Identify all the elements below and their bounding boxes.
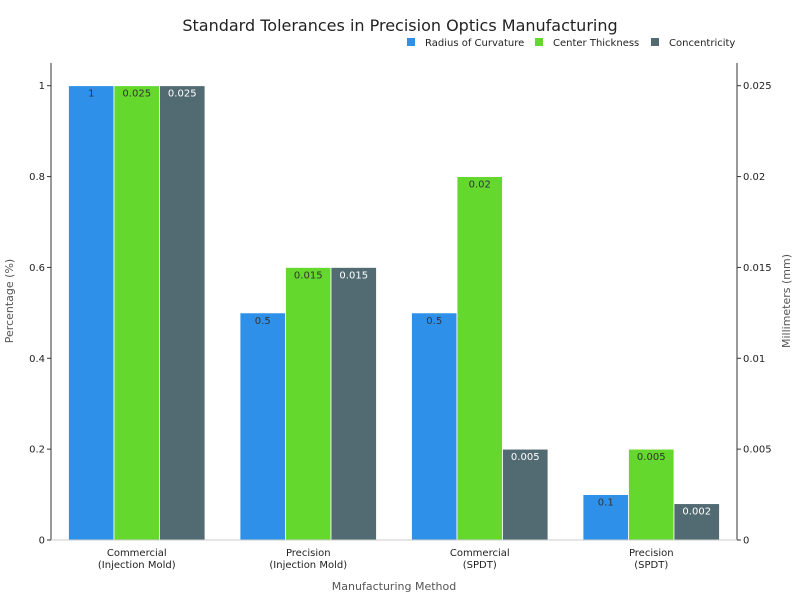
y-axis-left-label: Percentage (%): [3, 259, 16, 343]
legend-label: Center Thickness: [553, 38, 639, 49]
bars-group: 1 0.025 0.025 0.5 0.015 0.015 0.5 0.02 0.005 0.1 0…: [68, 85, 720, 541]
y-left-tick-label: 0.2: [29, 445, 45, 456]
bar: [285, 267, 332, 541]
bar-value-label: 0.025: [122, 89, 151, 100]
legend-label: Radius of Curvature: [425, 38, 524, 49]
legend-swatch: [535, 38, 543, 46]
bar-value-label: 0.025: [168, 89, 197, 100]
bar-value-label: 0.5: [426, 316, 442, 327]
bar: [628, 448, 675, 541]
y-left-tick-label: 0: [39, 536, 45, 547]
bar-value-label: 0.02: [469, 180, 491, 191]
bar-value-label: 0.015: [339, 270, 368, 281]
y-axis-right-label: Millimeters (mm): [780, 254, 793, 348]
bar-value-label: 0.005: [511, 452, 540, 463]
x-tick-label: Precision (SPDT): [629, 548, 674, 571]
bar: [502, 448, 549, 541]
bar-value-label: 0.005: [637, 452, 666, 463]
x-tick-label: Commercial (Injection Mold): [98, 548, 176, 571]
bar: [113, 85, 160, 541]
legend-label: Concentricity: [669, 38, 735, 49]
bar: [239, 312, 286, 541]
y-left-tick-label: 1: [39, 81, 45, 92]
bar: [330, 267, 377, 541]
chart-title: Standard Tolerances in Precision Optics …: [182, 16, 617, 35]
legend-swatch: [407, 38, 415, 46]
bar-value-label: 0.1: [598, 498, 614, 509]
y-right-tick-label: 0: [743, 536, 749, 547]
x-tick-label: Precision (Injection Mold): [269, 548, 347, 571]
bar-value-label: 0.015: [294, 270, 323, 281]
bar: [582, 494, 629, 541]
bar-value-label: 0.5: [255, 316, 271, 327]
x-tick-label: Commercial (SPDT): [450, 548, 510, 571]
bar-value-label: 0.002: [682, 507, 711, 518]
legend: Radius of Curvature Center Thickness Conce…: [407, 38, 735, 49]
y-right-tick-label: 0.015: [743, 263, 772, 274]
axes-group: 0 0.2 0.4 0.6 0.8 1 0 0.005 0.01 0.015 0.02 0.025 Co…: [29, 63, 772, 571]
y-right-tick-label: 0.005: [743, 445, 772, 456]
bar: [159, 85, 206, 541]
bar: [673, 503, 720, 541]
y-left-tick-label: 0.6: [29, 263, 45, 274]
y-left-tick-label: 0.4: [29, 354, 45, 365]
bar: [411, 312, 458, 541]
x-axis-label: Manufacturing Method: [332, 580, 456, 593]
y-left-tick-label: 0.8: [29, 172, 45, 183]
bar: [456, 176, 503, 541]
y-right-tick-label: 0.02: [743, 172, 765, 183]
y-right-tick-label: 0.01: [743, 354, 765, 365]
bar: [68, 85, 115, 541]
bar-value-label: 1: [88, 89, 94, 100]
legend-swatch: [651, 38, 659, 46]
y-right-tick-label: 0.025: [743, 81, 772, 92]
